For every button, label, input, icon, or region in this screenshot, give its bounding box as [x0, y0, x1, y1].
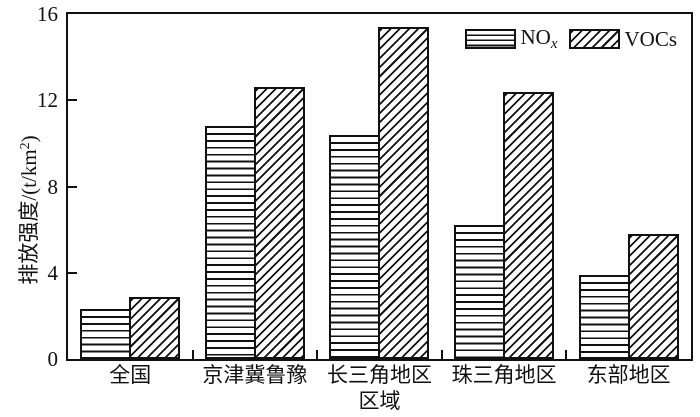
x-axis-title: 区域	[358, 389, 401, 413]
legend: NOx VOCs	[465, 25, 677, 52]
x-category-label-5: 东部地区	[586, 363, 671, 387]
bar-group-2	[193, 14, 318, 359]
bar-nox-5	[578, 274, 630, 359]
y-tick-label-16: 16	[37, 2, 58, 26]
legend-label-vocs: VOCs	[624, 26, 677, 51]
y-tick-label-8: 8	[47, 174, 59, 199]
bar-vocs-1	[129, 296, 181, 359]
y-tick-mark-8	[68, 185, 77, 188]
bar-groups	[68, 14, 691, 359]
x-category-label-2: 京津冀鲁豫	[202, 363, 308, 387]
y-tick-label-12: 12	[37, 88, 58, 113]
bar-group-3	[317, 14, 442, 359]
legend-label-nox-base: NO	[520, 25, 551, 49]
bar-vocs-2	[253, 87, 305, 359]
bar-vocs-5	[627, 233, 679, 359]
legend-swatch-vocs-icon	[569, 28, 621, 49]
bar-vocs-3	[378, 26, 430, 359]
x-category-label-3: 长三角地区	[326, 363, 432, 387]
y-axis-title: 排放强度/(t/km2)	[17, 100, 43, 320]
legend-label-nox-subscript: x	[550, 36, 558, 52]
y-tick-label-0: 0	[47, 347, 59, 371]
bar-nox-2	[204, 126, 256, 359]
x-category-label-1: 全国	[109, 363, 152, 387]
bar-group-5	[566, 14, 691, 359]
x-tick-mark-2	[316, 350, 319, 359]
y-tick-mark-4	[68, 271, 77, 274]
x-tick-mark-4	[565, 350, 568, 359]
bar-nox-4	[454, 225, 506, 359]
legend-swatch-nox-icon	[465, 28, 517, 49]
x-tick-mark-1	[191, 350, 194, 359]
bar-vocs-4	[503, 91, 555, 359]
x-tick-mark-3	[440, 350, 443, 359]
y-tick-label-4: 4	[47, 260, 59, 285]
y-tick-mark-12	[68, 99, 77, 102]
bar-group-4	[442, 14, 567, 359]
y-axis-title-superscript: 2	[18, 142, 33, 150]
bar-nox-1	[80, 309, 132, 359]
bar-group-1	[68, 14, 193, 359]
plot-area: NOx VOCs	[66, 12, 693, 361]
bar-nox-3	[329, 134, 381, 359]
x-category-label-4: 珠三角地区	[451, 363, 557, 387]
legend-label-nox: NOx	[520, 25, 558, 52]
